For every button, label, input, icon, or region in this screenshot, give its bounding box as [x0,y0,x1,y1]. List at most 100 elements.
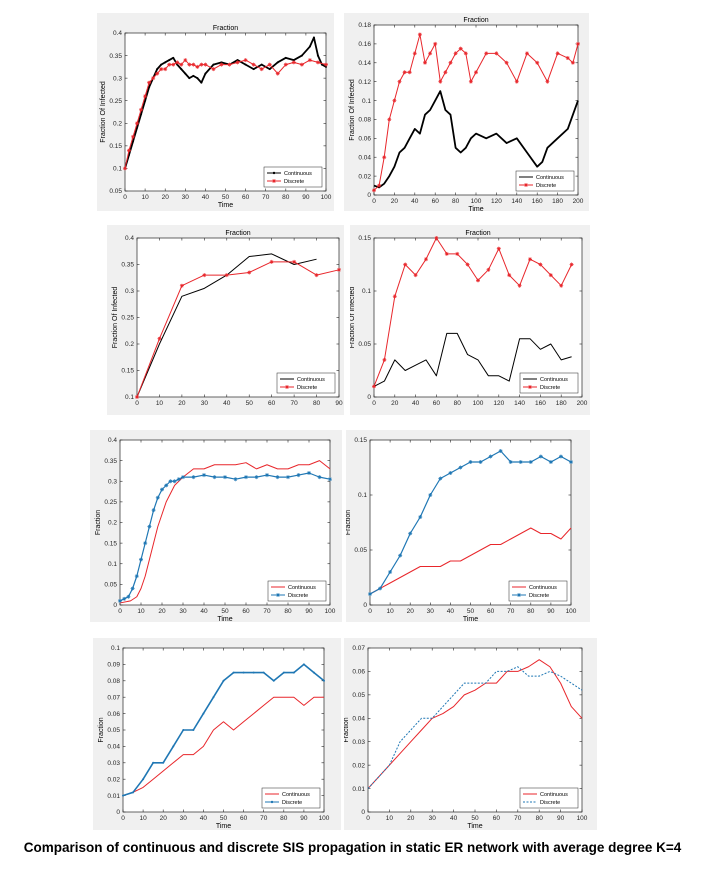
data-point [184,72,187,75]
legend-label: Continuous [529,585,557,591]
x-axis-label: Time [468,206,483,211]
legend-label: Continuous [540,792,568,798]
chart-3: Fraction 0 10 20 30 40 50 60 70 80 90 0.1 0.15 0.2 0.2… [112,230,343,407]
data-point [123,166,127,171]
series-1 [373,90,579,189]
data-point [403,262,408,267]
y-tick-label: 0.09 [107,662,120,669]
data-point [569,262,574,267]
y-tick-label: 0.4 [113,30,122,37]
data-point [275,475,280,480]
x-tick-label: 0 [121,815,125,822]
y-tick-label: 0.25 [121,315,134,322]
data-point [570,60,575,65]
data-point [291,60,296,65]
data-point [276,61,279,64]
data-point [126,594,131,599]
data-point [139,107,144,112]
x-axis-label: Time [467,823,482,830]
data-point [180,68,183,71]
y-tick-label: 0.15 [104,540,117,547]
legend-box [267,580,327,602]
data-point [251,62,256,67]
legend-marker [285,385,289,389]
series-2 [122,663,325,797]
data-point [162,761,165,764]
x-tick-label: 0 [366,815,370,822]
data-point [397,79,402,84]
data-point [558,454,563,459]
data-point [504,60,509,65]
series-line [373,33,579,191]
data-point [463,51,468,56]
x-tick-label: 100 [473,400,484,407]
data-point [488,454,493,459]
data-point [156,68,159,71]
x-tick-label: 180 [552,198,563,205]
y-tick-label: 0.1 [113,166,122,173]
data-point [324,62,328,67]
chart-title: Fraction [463,17,488,24]
data-point [172,745,175,748]
data-point [448,60,453,65]
chart-panel-4: Fraction 0 20 40 60 80 100 120 140 160 180 200 0 0.05… [350,225,590,415]
data-point [168,479,173,484]
data-point [300,54,303,57]
x-tick-label: 10 [139,815,147,822]
chart-1-svg: Fraction 0 10 20 30 40 50 60 70 80 90 100 0.05 0.1 0.1… [100,25,332,209]
chart-7: 0 10 20 30 40 50 60 70 80 90 100 0 0.01 0.02 0.03 0.04 0… [98,645,330,830]
x-tick-label: 0 [118,608,122,615]
series-line [122,696,324,797]
data-point [147,80,152,85]
data-point [314,273,319,278]
y-tick-label: 0.06 [352,669,365,676]
x-tick-label: 10 [141,194,149,201]
x-tick-label: 50 [471,815,479,822]
data-point [438,476,443,481]
data-point [135,395,139,399]
data-point [302,663,305,666]
x-tick-label: 60 [240,815,248,822]
legend-label: Continuous [540,377,568,383]
y-tick-label: 0.04 [107,744,120,751]
series-line [373,332,572,387]
legend-box [519,372,579,394]
data-point [259,67,264,72]
plot-area [373,237,583,398]
y-tick-label: 0.2 [108,520,117,527]
x-tick-label: 20 [160,815,168,822]
data-point [517,283,522,288]
data-point [292,259,297,264]
data-point [565,56,570,61]
data-point [164,61,167,64]
x-tick-label: 70 [260,815,268,822]
series-2 [118,471,332,603]
y-tick-label: 0.05 [352,692,365,699]
data-point [468,79,473,84]
chart-panel-1: Fraction 0 10 20 30 40 50 60 70 80 90 100 0.05 0.1 0.1… [97,13,334,211]
data-point [233,477,238,482]
data-point [136,126,139,129]
x-tick-label: 80 [284,608,292,615]
data-point [413,273,418,278]
series-2 [367,666,583,789]
x-tick-label: 200 [577,400,588,407]
data-point [159,67,164,72]
y-tick-label: 0.01 [352,786,365,793]
data-point [199,62,204,67]
plot-area [367,647,583,813]
data-point [160,63,163,66]
data-point [147,524,152,529]
series-1 [122,696,324,797]
data-point [455,251,460,256]
x-tick-label: 60 [487,608,495,615]
y-tick-label: 0.12 [358,79,371,86]
y-tick-label: 0.2 [125,341,134,348]
x-tick-label: 30 [179,608,187,615]
data-point [155,495,160,500]
x-tick-label: 60 [493,815,501,822]
legend-label: Discrete [288,593,308,599]
y-tick-label: 0.35 [104,458,117,465]
series-1 [367,659,583,789]
data-point [181,475,185,480]
